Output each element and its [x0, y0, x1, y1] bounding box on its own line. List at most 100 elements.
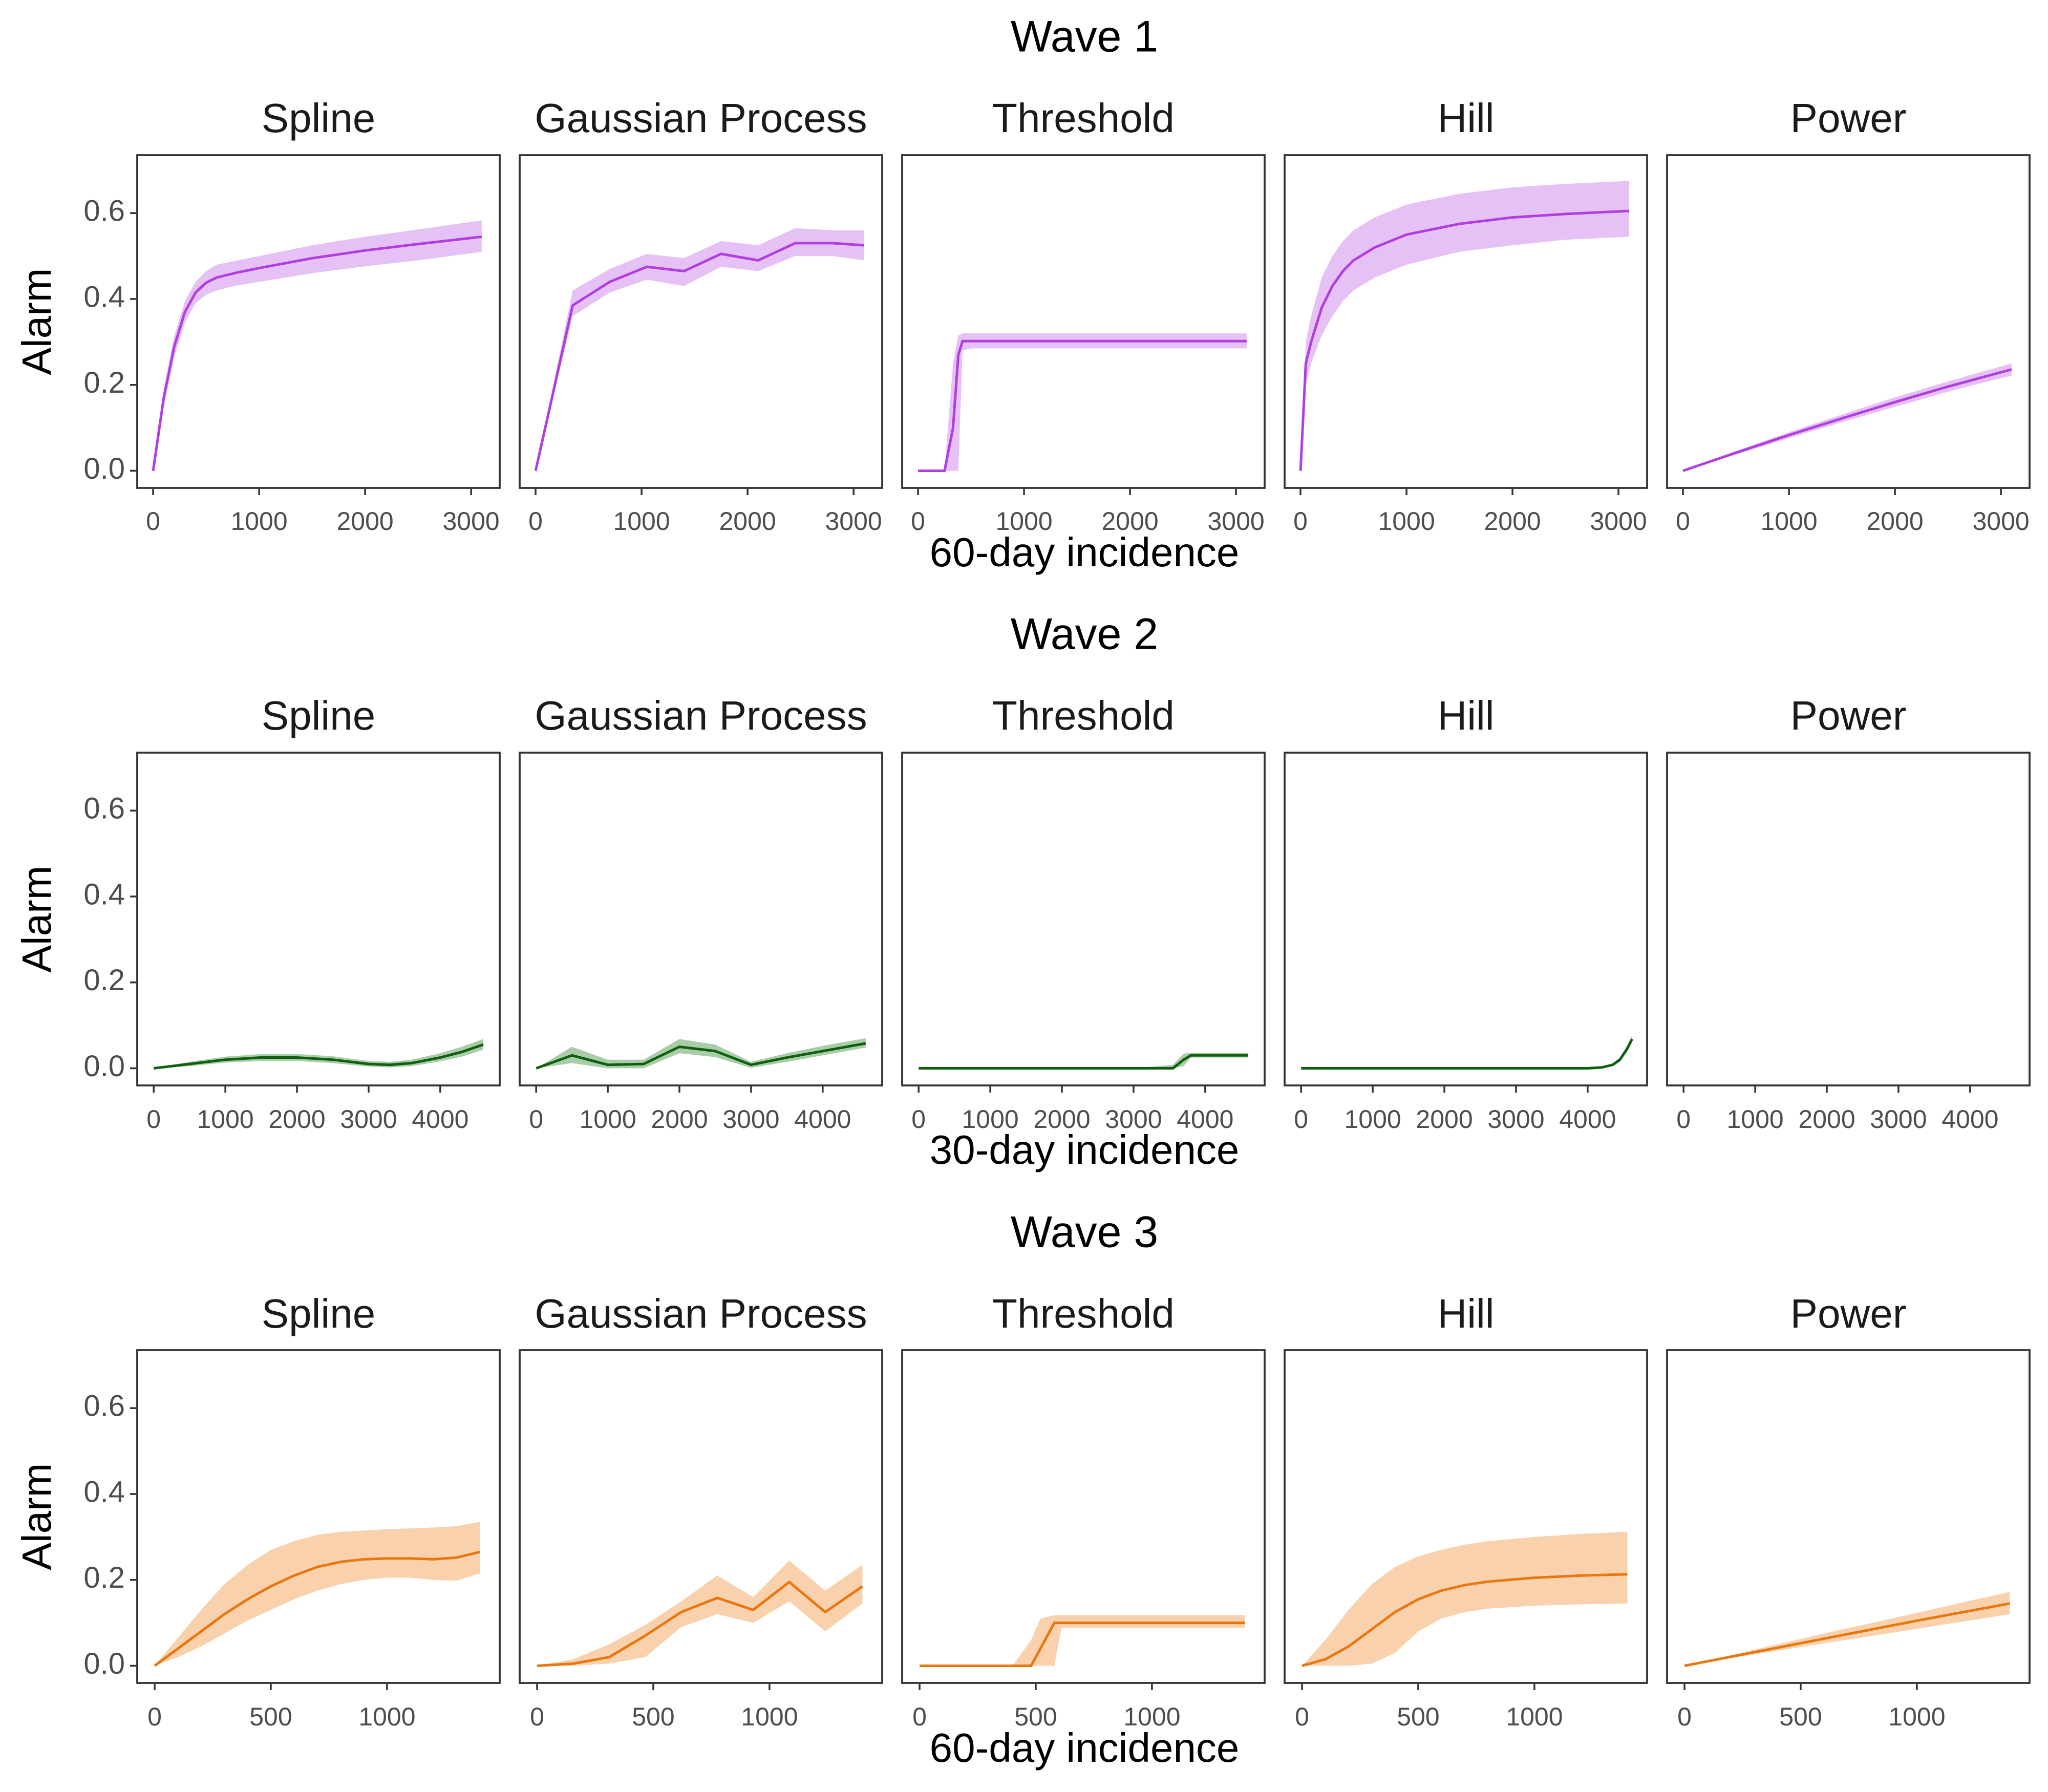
series-line [1299, 209, 1629, 471]
wave-2-row: Wave 2 Alarm 30-day incidence 0.0 0.2 0.4 0.6 S… [14, 610, 2031, 1172]
series-line [152, 235, 482, 471]
confidence-band [918, 333, 1247, 471]
panel-title: Hill [1437, 1291, 1494, 1336]
x-tick-label: 4000 [1177, 1105, 1233, 1134]
confidence-band [1302, 1531, 1628, 1666]
confidence-band [1300, 181, 1629, 471]
panel-threshold: Threshold 0 1000 2000 3000 [901, 95, 1266, 536]
panel-gaussian-process: Gaussian Process 0 500 1000 [519, 1291, 883, 1731]
x-tick-label: 1000 [1378, 507, 1435, 536]
series-line [536, 1042, 866, 1070]
confidence-band [536, 1038, 866, 1069]
panel-border [136, 1349, 501, 1684]
panel-title: Threshold [992, 95, 1175, 141]
x-tick-label: 3000 [1487, 1105, 1544, 1134]
panel-frame [136, 752, 501, 1086]
panel-title: Threshold [992, 1291, 1175, 1336]
x-tick-label: 1000 [197, 1105, 253, 1134]
x-tick-label: 2000 [1416, 1105, 1473, 1134]
panel-border [901, 752, 1266, 1086]
confidence-band [536, 228, 864, 471]
x-tick-label: 1000 [962, 1105, 1018, 1134]
x-tick-label: 0 [1676, 1105, 1691, 1134]
panel-frame [519, 752, 883, 1086]
x-tick-label: 2000 [651, 1105, 708, 1134]
panel-title: Spline [262, 95, 375, 141]
panel-border [519, 752, 883, 1086]
x-tick-label: 0 [1676, 507, 1690, 536]
x-tick-label: 1000 [1123, 1702, 1180, 1731]
wave-title: Wave 2 [1011, 610, 1158, 659]
confidence-band [920, 1615, 1245, 1666]
panel-title: Hill [1437, 95, 1494, 141]
y-tick-label: 0.2 [83, 964, 125, 997]
x-tick-label: 0 [911, 507, 925, 536]
x-tick-label: 1000 [230, 507, 287, 536]
panel-title: Gaussian Process [535, 693, 867, 738]
panel-hill: Hill 0 1000 2000 3000 [1284, 95, 1648, 536]
panel-frame [901, 1349, 1266, 1684]
wave-1-row: Wave 1 Alarm 60-day incidence 0.0 0.2 0.4 0.6 S… [14, 12, 2031, 575]
wave-title: Wave 1 [1011, 12, 1158, 61]
y-tick-label: 0.2 [83, 366, 125, 399]
x-tick-label: 0 [528, 507, 543, 536]
x-tick-label: 0 [1294, 1105, 1308, 1134]
panel-frame [1284, 752, 1648, 1086]
panel-frame [1666, 752, 2031, 1086]
x-axis-label: 30-day incidence [930, 1127, 1240, 1172]
x-tick-label: 0 [1295, 1702, 1309, 1731]
panel-frame [1666, 1349, 2031, 1684]
panel-frame [136, 154, 501, 489]
x-tick-label: 4000 [412, 1105, 468, 1134]
panel-border [519, 1349, 883, 1684]
x-axis-label: 60-day incidence [930, 529, 1240, 575]
panel-border [901, 154, 1266, 489]
panel-spline: Spline 0 500 1000 [136, 1291, 501, 1731]
x-tick-label: 1000 [358, 1702, 415, 1731]
confidence-band [153, 220, 482, 471]
panel-threshold: Threshold 0 500 1000 [901, 1291, 1266, 1731]
series-line [1682, 368, 2012, 472]
y-tick-label: 0.0 [83, 1647, 125, 1680]
panel-border [1284, 752, 1648, 1086]
y-tick-label: 0.0 [83, 1050, 125, 1083]
panel-spline: Spline 0 1000 2000 3000 4000 [136, 693, 501, 1134]
x-tick-label: 3000 [825, 507, 882, 536]
series-line [1302, 1573, 1628, 1667]
panel-gaussian-process: Gaussian Process 0 1000 2000 3000 4000 [519, 693, 883, 1134]
panel-title: Power [1790, 1291, 1907, 1336]
y-axis-label: Alarm [14, 268, 59, 375]
y-tick-label: 0.4 [83, 1475, 125, 1508]
y-axis-label: Alarm [14, 1463, 59, 1570]
x-tick-label: 1000 [1506, 1702, 1563, 1731]
x-tick-label: 0 [147, 1702, 162, 1731]
panel-border [136, 154, 501, 489]
x-tick-label: 500 [1397, 1702, 1439, 1731]
series-line [918, 339, 1247, 472]
series-line [153, 1043, 484, 1070]
panel-frame [901, 752, 1266, 1086]
y-tick-label: 0.6 [83, 1390, 125, 1423]
y-tick-label: 0.0 [83, 452, 125, 485]
x-tick-label: 3000 [1105, 1105, 1162, 1134]
panel-title: Power [1790, 95, 1907, 141]
x-tick-label: 2000 [1484, 507, 1541, 536]
panel-spline: Spline 0 1000 2000 3000 [136, 95, 501, 536]
panel-border [1666, 752, 2031, 1086]
x-tick-label: 2000 [1866, 507, 1923, 536]
y-tick-label: 0.4 [83, 280, 125, 313]
x-tick-label: 1000 [579, 1105, 636, 1134]
panel-title: Power [1790, 693, 1907, 738]
confidence-band [1684, 1592, 2010, 1666]
x-tick-label: 2000 [1798, 1105, 1855, 1134]
wave-3-row: Wave 3 Alarm 60-day incidence 0.0 0.2 0.4 0.6 S… [14, 1208, 2031, 1770]
panel-title: Hill [1437, 693, 1494, 738]
panel-hill: Hill 0 500 1000 [1284, 1291, 1648, 1731]
x-tick-label: 0 [1677, 1702, 1692, 1731]
x-tick-label: 0 [529, 1105, 543, 1134]
x-axis-label: 60-day incidence [930, 1725, 1240, 1770]
y-axis-label: Alarm [14, 866, 59, 973]
x-tick-label: 3000 [340, 1105, 397, 1134]
wave-title: Wave 3 [1011, 1208, 1158, 1257]
x-tick-label: 0 [530, 1702, 544, 1731]
